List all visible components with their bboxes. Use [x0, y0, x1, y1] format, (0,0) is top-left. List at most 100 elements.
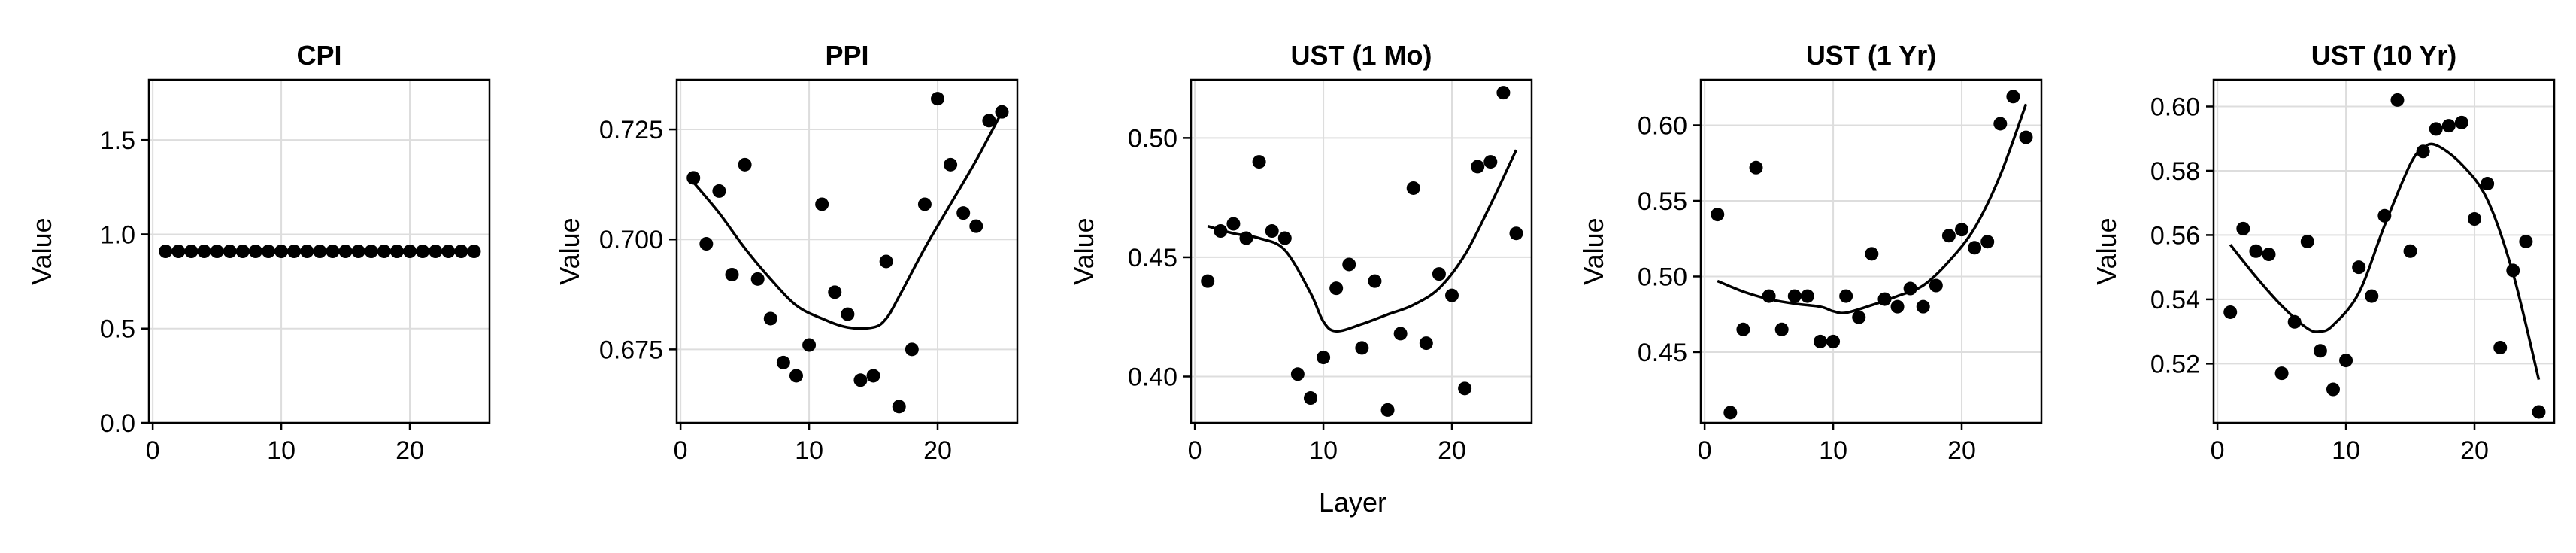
panel-3-point	[1214, 224, 1228, 239]
panel-4-point	[1968, 241, 1982, 255]
panel-2-title: PPI	[825, 40, 868, 71]
panel-2-point	[802, 338, 817, 352]
panel-2-ytick-label: 0.725	[599, 116, 663, 144]
panel-5-ytick-label: 0.52	[2150, 350, 2200, 378]
panel-3-point	[1252, 155, 1266, 169]
panel-3-point	[1496, 86, 1511, 100]
panel-3-point	[1483, 155, 1498, 169]
panel-3-frame	[1190, 78, 1533, 424]
panel-3-point	[1201, 274, 1215, 288]
panel-2-ytick-label: 0.700	[599, 226, 663, 254]
panel-1-xtick-label: 0	[146, 436, 160, 465]
panel-1-point	[248, 245, 262, 258]
panel-5-point	[2287, 314, 2302, 329]
panel-4-point	[1993, 117, 2008, 131]
panel-4-point	[1890, 299, 1905, 314]
panel-1-point	[377, 245, 391, 258]
panel-5-point	[2441, 119, 2456, 133]
panel-3-ytick-label: 0.45	[1128, 244, 1177, 272]
panel-4: 0 10 20 0.45 0.50 0.55 0.60 UST (1 Yr) Value	[1578, 40, 2043, 465]
panel-4-point	[1852, 310, 1866, 324]
panel-4-xtick-label: 0	[1698, 436, 1712, 465]
panel-2-point	[699, 237, 714, 251]
panel-4-xtick-label: 20	[1947, 436, 1976, 465]
panel-5-ytick-label: 0.54	[2150, 286, 2200, 314]
panel-3-point	[1406, 181, 1420, 195]
panel-5-point	[2493, 340, 2508, 354]
panel-5-point	[2506, 263, 2520, 278]
panel-4-point	[1839, 289, 1853, 303]
panel-5-ytick-label: 0.60	[2150, 93, 2200, 121]
panel-1-point	[338, 245, 353, 258]
panel-3-ytick-label: 0.50	[1128, 124, 1177, 153]
panel-1-point	[429, 245, 443, 258]
panel-1-point	[235, 245, 250, 258]
panel-3-y-axis-label: Value	[1068, 217, 1099, 284]
panel-1-xtick-label: 10	[267, 436, 295, 465]
panel-4-point	[1826, 334, 1841, 348]
panel-1-point	[184, 245, 199, 258]
panel-3-xtick-label: 0	[1188, 436, 1202, 465]
panel-1-ytick-label: 0.0	[100, 409, 135, 438]
panel-3-ytick-label: 0.40	[1128, 363, 1177, 391]
panel-2-point	[789, 369, 803, 383]
panel-3-title: UST (1 Mo)	[1291, 40, 1432, 71]
panel-5-point	[2481, 177, 2495, 191]
panel-4-point	[1941, 229, 1956, 243]
panel-1-point	[313, 245, 327, 258]
panel-3-point	[1432, 267, 1446, 281]
panel-5-y-axis-label: Value	[2091, 217, 2122, 284]
panel-5: 0 10 20 0.52 0.54 0.56 0.58 0.60 UST (10 Yr) Valu…	[2091, 40, 2556, 465]
panel-5-point	[2326, 382, 2340, 397]
panel-5-point	[2454, 115, 2468, 129]
panel-1-point	[197, 245, 211, 258]
panel-3-point	[1239, 231, 1253, 245]
panel-1-ytick-label: 1.5	[100, 126, 135, 155]
panel-2-point	[841, 307, 855, 321]
panel-4-frame	[1699, 78, 2043, 424]
panel-5-frame	[2212, 78, 2556, 424]
panel-4-point	[1865, 247, 1879, 261]
panel-4-ytick-label: 0.60	[1638, 111, 1687, 140]
panel-4-point	[1916, 299, 1930, 314]
panel-2-point	[738, 157, 752, 172]
panel-5-title: UST (10 Yr)	[2311, 40, 2456, 71]
panel-2-point	[815, 197, 829, 211]
panel-3-point	[1419, 336, 1433, 351]
panel-5-xtick-label: 10	[2332, 436, 2360, 465]
panel-2-xtick-label: 20	[923, 436, 952, 465]
panel-4-point	[1903, 281, 1917, 296]
panel-5-point	[2262, 248, 2276, 262]
panel-4-point	[1813, 334, 1827, 348]
panel-3-point	[1445, 288, 1459, 302]
panel-4-point	[1929, 278, 1943, 293]
panel-5-xtick-label: 0	[2211, 436, 2225, 465]
panel-4-y-axis-label: Value	[1578, 217, 1609, 284]
panel-1: 0 10 20 0.0 0.5 1.0 1.5 CPI Value	[26, 40, 491, 465]
panel-2-frame	[675, 78, 1019, 424]
panel-1-point	[467, 245, 481, 258]
panel-4-point	[1762, 289, 1776, 303]
panel-1-point	[210, 245, 224, 258]
panel-4-point	[1736, 322, 1750, 336]
panel-1-point	[389, 245, 404, 258]
panel-5-point	[2532, 405, 2546, 419]
panel-2-point	[879, 254, 893, 269]
panel-1-xtick-label: 20	[395, 436, 424, 465]
panel-1-ytick-label: 1.0	[100, 220, 135, 249]
panel-2-xtick-label: 10	[795, 436, 823, 465]
panel-2-point	[853, 373, 868, 387]
panel-3-point	[1265, 224, 1279, 239]
panel-4-fit-line	[1717, 103, 2028, 314]
panel-1-point	[326, 245, 340, 258]
panel-2-point	[866, 369, 880, 383]
panel-5-point	[2429, 122, 2443, 136]
panel-1-point	[403, 245, 417, 258]
panel-4-ytick-label: 0.55	[1638, 187, 1687, 216]
panel-1-point	[223, 245, 237, 258]
panel-5-point	[2519, 234, 2533, 248]
panel-3-point	[1342, 257, 1356, 272]
panel-1-point	[454, 245, 468, 258]
panel-4-title: UST (1 Yr)	[1806, 40, 1936, 71]
